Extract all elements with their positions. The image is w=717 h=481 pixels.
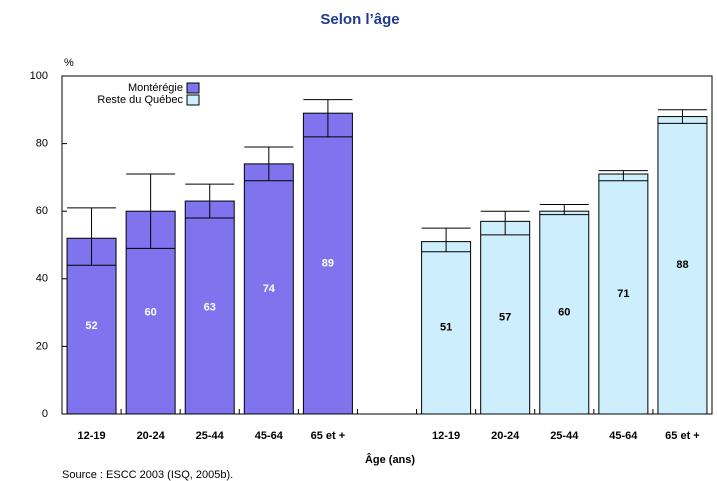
x-tick-label: 20-24	[137, 430, 166, 442]
chart-title: Selon l’âge	[320, 11, 399, 28]
bar	[125, 210, 176, 415]
value-label: 60	[145, 307, 157, 319]
y-tick-label: 0	[42, 408, 48, 420]
y-tick-label: 100	[30, 70, 48, 82]
value-label: 60	[558, 307, 570, 319]
y-tick-label: 20	[36, 340, 48, 352]
x-tick-label: 65 et +	[665, 430, 700, 442]
value-label: 63	[204, 301, 216, 313]
plot-frame	[61, 75, 713, 415]
x-tick-label: 45-64	[255, 430, 284, 442]
y-unit: %	[64, 57, 74, 69]
x-tick-label: 20-24	[491, 430, 520, 442]
x-tick-label: 25-44	[550, 430, 579, 442]
y-tick-label: 60	[36, 205, 48, 217]
x-tick-label: 65 et +	[311, 430, 346, 442]
value-label: 57	[499, 312, 511, 324]
bar	[243, 163, 294, 415]
value-label: 71	[617, 288, 629, 300]
value-label: 74	[263, 283, 276, 295]
y-tick-label: 40	[36, 273, 48, 285]
legend-label: Montérégie	[128, 82, 183, 94]
x-tick-label: 12-19	[432, 430, 460, 442]
bar	[598, 173, 649, 415]
bar	[421, 241, 472, 415]
bar	[480, 220, 531, 415]
value-label: 89	[322, 257, 334, 269]
x-tick-label: 25-44	[196, 430, 225, 442]
value-label: 88	[676, 259, 688, 271]
x-tick-label: 45-64	[609, 430, 638, 442]
legend-swatch	[186, 82, 200, 94]
x-axis-title: Âge (ans)	[365, 453, 415, 466]
value-label: 51	[440, 322, 452, 334]
bar	[184, 200, 235, 415]
y-tick-label: 80	[36, 138, 48, 150]
bar	[66, 237, 117, 415]
legend-label: Reste du Québec	[97, 94, 183, 106]
x-tick-label: 12-19	[77, 430, 105, 442]
bar	[657, 116, 708, 415]
source: Source : ESCC 2003 (ISQ, 2005b).	[62, 469, 233, 481]
legend-swatch	[186, 94, 200, 106]
value-label: 52	[85, 320, 97, 332]
